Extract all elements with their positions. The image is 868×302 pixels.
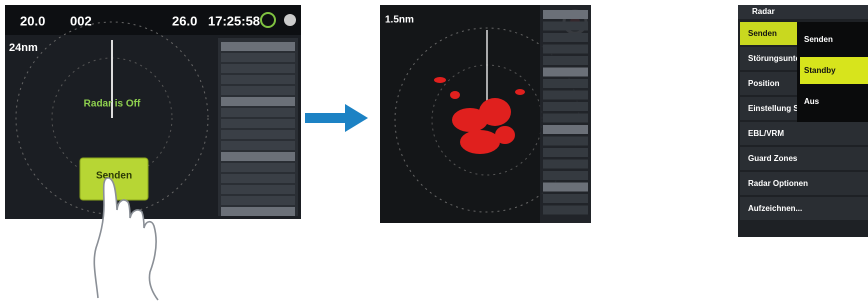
status-value: 20.0 (20, 13, 45, 28)
panel-row (221, 86, 295, 95)
panel-row (543, 102, 588, 111)
panel-row (543, 91, 588, 100)
panel-row (221, 42, 295, 51)
panel-row (543, 125, 588, 134)
panel-row (221, 207, 295, 216)
panel-row (221, 75, 295, 84)
menu-item-label: Aufzeichnen... (748, 204, 802, 213)
status-icon (284, 14, 296, 26)
panel-row (543, 79, 588, 88)
menu-item-label: Senden (748, 29, 777, 38)
popup-items: Senden Standby Aus (800, 26, 868, 115)
panel-row (543, 183, 588, 192)
echo (460, 130, 500, 154)
panel-row (543, 22, 588, 31)
panel-row (221, 174, 295, 183)
status-value: 26.0 (172, 13, 197, 28)
left-screen: 20.0 002 26.0 17:25:58 24nm Radar is Off… (5, 5, 301, 219)
range-label: 1.5nm (385, 15, 414, 26)
range-label: 24nm (9, 42, 38, 54)
panel-row (543, 160, 588, 169)
panel-row (221, 53, 295, 62)
popup-item-label: Senden (804, 35, 833, 44)
page: {"left_screen": {"status_bar": ["20.0", … (0, 0, 868, 302)
status-clock: 17:25:58 (208, 13, 260, 28)
panel-row (221, 119, 295, 128)
echo (450, 91, 460, 99)
menu-item-label: Radar Optionen (748, 179, 808, 188)
panel-row (221, 152, 295, 161)
panel-row (543, 56, 588, 65)
button-label: Senden (96, 171, 132, 182)
panel-row (221, 97, 295, 106)
panel-row (543, 171, 588, 180)
menu-item-label: EBL/VRM (748, 129, 784, 138)
middle-screen: 1.5nm (380, 5, 591, 223)
panel-row (221, 141, 295, 150)
popup-item-label: Aus (804, 97, 820, 106)
echo (495, 126, 515, 144)
panel-row (543, 33, 588, 42)
menu-item-label: Position (748, 79, 780, 88)
arrow (305, 104, 368, 132)
echo (434, 77, 446, 83)
panel-row (221, 130, 295, 139)
panel-row (543, 68, 588, 77)
panel-row (543, 194, 588, 203)
status-text: Radar is Off (84, 99, 141, 110)
status-value: 002 (70, 13, 92, 28)
panel-row (543, 148, 588, 157)
panel-row (543, 114, 588, 123)
echo (515, 89, 525, 95)
panel-row (221, 185, 295, 194)
panel-row (543, 10, 588, 19)
popup-item-label: Standby (804, 66, 836, 75)
echo (479, 98, 511, 126)
panel-row (543, 45, 588, 54)
panel-row (221, 108, 295, 117)
radar-menu: Radar SendenStörungsunterdrückPositionEi… (738, 5, 868, 237)
panel-row (221, 64, 295, 73)
panel-row (221, 163, 295, 172)
menu-title: Radar (752, 7, 775, 16)
panel-row (543, 206, 588, 215)
panel-row (543, 137, 588, 146)
panel-row (221, 196, 295, 205)
illustration: 20.0 002 26.0 17:25:58 24nm Radar is Off… (0, 0, 868, 302)
menu-item-label: Guard Zones (748, 154, 798, 163)
body: 20.0 002 26.0 17:25:58 24nm Radar is Off… (0, 0, 868, 302)
